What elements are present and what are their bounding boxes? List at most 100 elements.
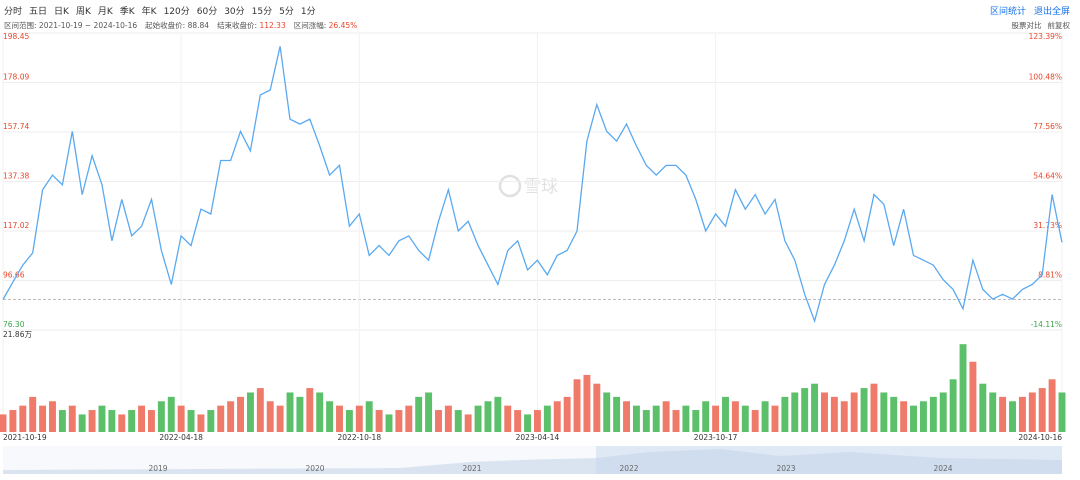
volume-bar	[385, 414, 393, 432]
info-label: 区间范围:	[4, 21, 37, 30]
period-tab[interactable]: 周K	[75, 7, 91, 17]
volume-bar	[563, 396, 571, 432]
period-tab[interactable]: 1分	[300, 7, 316, 17]
navigator-area	[3, 449, 1062, 474]
volume-bar	[623, 401, 630, 432]
volume-bar	[900, 401, 908, 432]
volume-bar	[929, 396, 937, 432]
volume-bar	[405, 405, 413, 432]
info-value: 88.84	[187, 21, 210, 30]
period-tab[interactable]: 60分	[196, 7, 218, 17]
links: 区间统计 退出全屏	[990, 4, 1070, 17]
info-item: 起始收盘价: 88.84	[145, 20, 209, 31]
info-label: 起始收盘价:	[145, 21, 186, 30]
volume-bar	[326, 401, 334, 432]
volume-tick-label: 21.86万	[3, 330, 32, 339]
volume-bar	[167, 396, 175, 432]
volume-bar	[484, 401, 492, 432]
y-tick-label: 96.66	[3, 270, 25, 279]
volume-bar	[286, 392, 294, 432]
volume-bar	[306, 388, 314, 432]
volume-bar	[217, 405, 225, 432]
volume-bar	[801, 388, 809, 432]
volume-bar	[1048, 379, 1056, 432]
period-tab[interactable]: 分时	[4, 7, 23, 17]
period-tab[interactable]: 五日	[29, 7, 48, 17]
period-tab[interactable]: 月K	[97, 7, 113, 17]
volume-bar	[979, 383, 987, 432]
y-tick-label: 157.74	[3, 122, 29, 131]
volume-bar	[1028, 392, 1036, 432]
volume-bar	[187, 410, 195, 432]
volume-bar	[1009, 401, 1016, 432]
navigator-year: 2019	[148, 464, 167, 473]
navigator-year: 2021	[462, 464, 481, 473]
price-line	[2, 46, 1063, 324]
y2-tick-label: 123.39%	[1029, 32, 1062, 41]
volume-bar	[919, 401, 927, 432]
volume-bar	[613, 396, 621, 432]
volume-bar	[632, 405, 640, 432]
volume-bar	[821, 392, 828, 432]
y-tick-label: 178.09	[3, 73, 29, 82]
volume-bar	[78, 414, 86, 432]
period-tab[interactable]: 5分	[279, 7, 294, 17]
navigator-year: 2022	[619, 464, 638, 473]
volume-bar	[999, 396, 1007, 432]
period-tab[interactable]: 15分	[251, 7, 273, 17]
range-info: 区间范围: 2021-10-19 ~ 2024-10-16 起始收盘价: 88.8…	[4, 20, 357, 31]
link[interactable]: 退出全屏	[1033, 7, 1070, 17]
y2-tick-label: -14.11%	[1031, 320, 1062, 329]
period-tab[interactable]: 日K	[54, 7, 69, 17]
volume-bar	[355, 405, 363, 432]
volume-bar	[19, 405, 27, 432]
volume-bar	[108, 410, 116, 432]
volume-bar	[177, 405, 185, 432]
volume-bar	[553, 401, 561, 432]
y-tick-label: 76.30	[3, 320, 25, 329]
volume-bar	[751, 410, 759, 432]
volume-bar	[197, 414, 205, 432]
volume-bar	[494, 396, 502, 432]
period-tab[interactable]: 年K	[141, 7, 157, 17]
option[interactable]: 股票对比	[1011, 21, 1042, 30]
volume-bar	[444, 405, 452, 432]
x-tick-label: 2023-04-14	[516, 433, 560, 442]
volume-bar	[573, 379, 581, 432]
volume-bar	[593, 383, 601, 432]
volume-bar	[890, 396, 898, 432]
volume-bar	[791, 392, 799, 432]
volume-bar	[147, 410, 155, 432]
volume-bar	[533, 410, 541, 432]
volume-bar	[811, 383, 819, 432]
option[interactable]: 前复权	[1047, 21, 1071, 30]
volume-bar	[672, 410, 680, 432]
x-tick-label: 2024-10-16	[1018, 433, 1062, 442]
info-label: 结束收盘价:	[217, 21, 258, 30]
volume-bar	[0, 414, 7, 432]
period-tab[interactable]: 120分	[163, 7, 190, 17]
y2-tick-label: 8.81%	[1038, 270, 1062, 279]
volume-bar	[425, 392, 433, 432]
volume-bar	[850, 392, 858, 432]
volume-bar	[435, 410, 442, 432]
volume-bar	[771, 405, 779, 432]
period-tab[interactable]: 季K	[119, 7, 135, 17]
volume-bar	[880, 392, 888, 432]
y-tick-label: 117.02	[3, 221, 29, 230]
period-tab[interactable]: 30分	[224, 7, 245, 17]
link[interactable]: 区间统计	[989, 7, 1026, 17]
volume-bar	[840, 401, 848, 432]
volume-bar	[910, 405, 918, 432]
volume-bar	[157, 401, 165, 432]
volume-bar	[415, 396, 423, 432]
volume-bar	[395, 410, 403, 432]
x-tick-label: 2021-10-19	[3, 433, 47, 442]
volume-bar	[58, 410, 66, 432]
info-value: 2021-10-19 ~ 2024-10-16	[38, 21, 138, 30]
volume-bar	[375, 410, 383, 432]
volume-bar	[276, 405, 284, 432]
period-tabs: 分时 五日 日K 周K 月K 季K 年K 120分 60分 30分 15分 5分 1分	[4, 4, 316, 17]
volume-bar	[474, 405, 482, 432]
